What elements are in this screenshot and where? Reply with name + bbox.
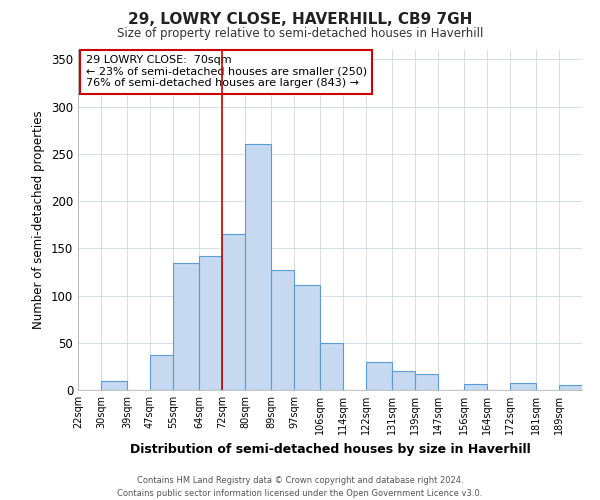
Bar <box>150 355 173 390</box>
Bar <box>199 256 222 390</box>
X-axis label: Distribution of semi-detached houses by size in Haverhill: Distribution of semi-detached houses by … <box>130 442 530 456</box>
Bar <box>464 384 487 390</box>
Bar <box>320 343 343 390</box>
Bar <box>415 374 438 390</box>
Bar <box>173 262 199 390</box>
Bar <box>294 285 320 390</box>
Text: Size of property relative to semi-detached houses in Haverhill: Size of property relative to semi-detach… <box>117 28 483 40</box>
Text: 29 LOWRY CLOSE:  70sqm
← 23% of semi-detached houses are smaller (250)
76% of se: 29 LOWRY CLOSE: 70sqm ← 23% of semi-deta… <box>86 55 367 88</box>
Bar <box>559 386 582 390</box>
Bar <box>510 384 536 390</box>
Bar <box>271 270 294 390</box>
Bar <box>366 362 392 390</box>
Text: Contains HM Land Registry data © Crown copyright and database right 2024.
Contai: Contains HM Land Registry data © Crown c… <box>118 476 482 498</box>
Bar <box>392 371 415 390</box>
Bar <box>245 144 271 390</box>
Text: 29, LOWRY CLOSE, HAVERHILL, CB9 7GH: 29, LOWRY CLOSE, HAVERHILL, CB9 7GH <box>128 12 472 28</box>
Bar <box>101 380 127 390</box>
Bar <box>222 234 245 390</box>
Y-axis label: Number of semi-detached properties: Number of semi-detached properties <box>32 110 46 330</box>
